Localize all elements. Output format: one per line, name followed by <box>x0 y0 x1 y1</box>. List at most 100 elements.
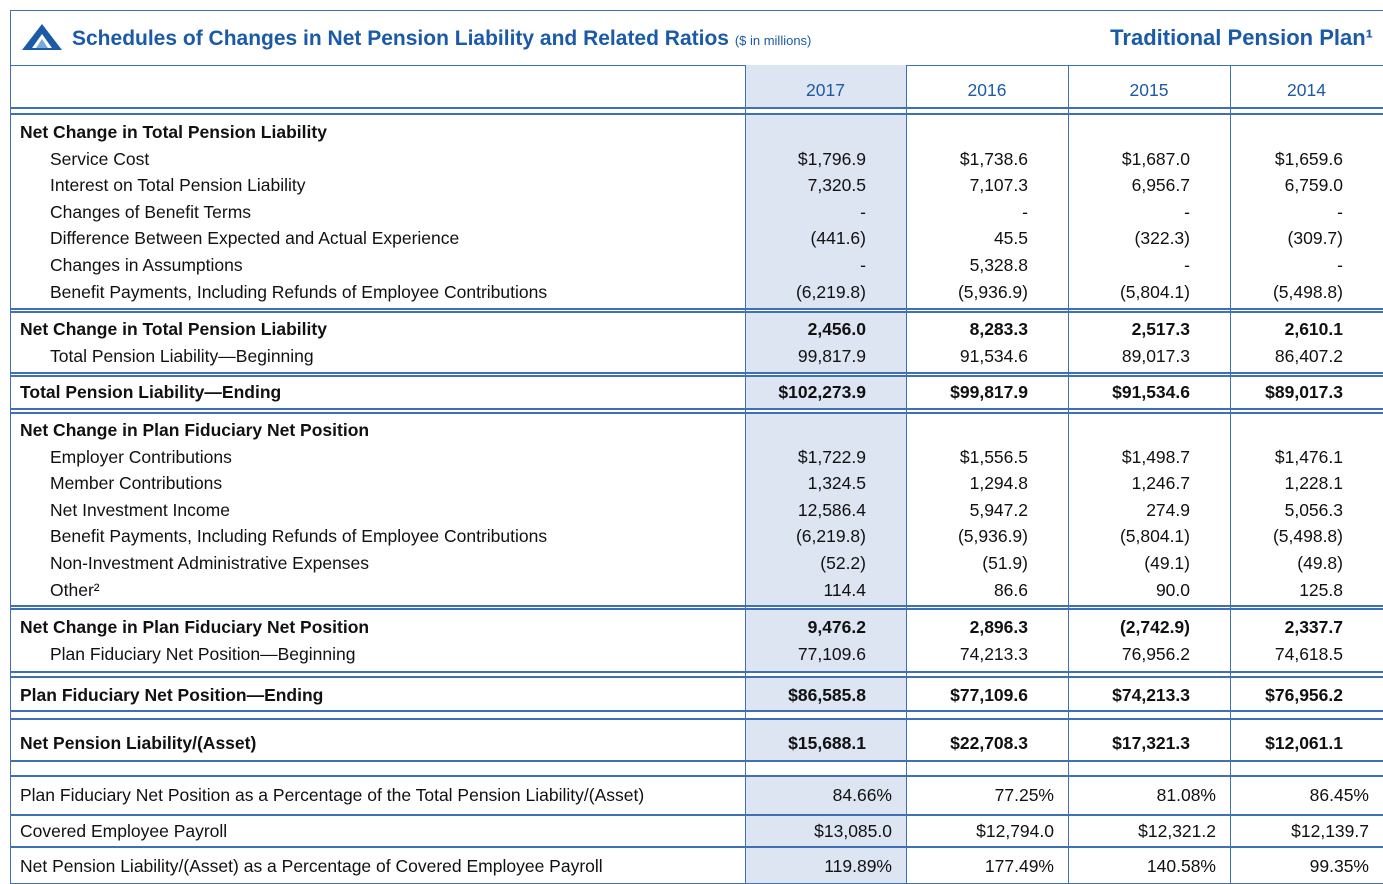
column-shade <box>745 676 906 711</box>
block-line <box>10 760 1383 762</box>
cell-value: $1,796.9 <box>797 148 866 169</box>
row-label: Net Investment Income <box>50 499 230 520</box>
cell-value: 45.5 <box>993 228 1028 249</box>
cell-value: $74,213.3 <box>1112 685 1190 705</box>
column-shade <box>745 375 906 409</box>
cell-value: 9,476.2 <box>807 617 866 637</box>
block-line <box>10 412 1383 414</box>
subtitle: ($ in millions) <box>734 33 812 48</box>
cell-value: 8,283.3 <box>969 319 1028 339</box>
cell-value: 84.66% <box>832 785 892 805</box>
cell-value: (441.6) <box>810 228 866 249</box>
row-label: Total Pension Liability—Beginning <box>50 345 314 366</box>
cell-value: 76,956.2 <box>1121 643 1190 664</box>
cell-value: 90.0 <box>1155 579 1190 600</box>
row-label: Other² <box>50 579 100 600</box>
cell-value: $1,476.1 <box>1274 446 1343 467</box>
row-label: Changes in Assumptions <box>50 255 243 275</box>
row-line <box>10 847 1383 848</box>
cell-value: (5,936.9) <box>957 526 1028 547</box>
plan-name: Traditional Pension Plan¹ <box>1110 25 1373 50</box>
column-shade <box>745 815 906 847</box>
cell-value: - <box>860 201 866 222</box>
column-line <box>1230 65 1231 884</box>
cell-value: $77,109.6 <box>950 685 1028 705</box>
cell-value: (52.2) <box>820 553 866 573</box>
block-line <box>10 375 1383 377</box>
cell-value: (2,742.9) <box>1119 617 1190 637</box>
cell-value: 140.58% <box>1146 856 1216 876</box>
cell-value: 274.9 <box>1146 499 1190 520</box>
row-label: Employer Contributions <box>50 446 232 467</box>
cell-value: (51.9) <box>982 553 1028 573</box>
logo <box>22 24 62 50</box>
cell-value: 5,056.3 <box>1284 499 1343 520</box>
cell-value: (5,936.9) <box>957 281 1028 302</box>
cell-value: 2,610.1 <box>1284 319 1343 339</box>
cell-value: 2,517.3 <box>1131 319 1190 339</box>
cell-value: 5,947.2 <box>969 499 1028 520</box>
cell-value: $1,738.6 <box>959 148 1028 169</box>
cell-value: 7,320.5 <box>807 175 866 196</box>
cell-value: 1,294.8 <box>969 473 1028 494</box>
row-label: Net Change in Plan Fiduciary Net Positio… <box>20 617 370 637</box>
cell-value: 7,107.3 <box>969 175 1028 196</box>
cell-value: (322.3) <box>1134 228 1190 249</box>
cell-value: (49.1) <box>1144 553 1190 573</box>
cell-value: 114.4 <box>823 579 867 600</box>
row-label: Plan Fiduciary Net Position—Beginning <box>50 643 356 664</box>
row-label: Changes of Benefit Terms <box>50 201 252 222</box>
row-label: Net Change in Plan Fiduciary Net Positio… <box>20 420 370 440</box>
cell-value: (5,804.1) <box>1119 526 1190 547</box>
row-label: Difference Between Expected and Actual E… <box>50 228 460 249</box>
column-shade <box>745 113 906 309</box>
cell-value: 86,407.2 <box>1274 345 1343 366</box>
row-label: Member Contributions <box>50 473 223 494</box>
column-shade <box>745 412 906 606</box>
row-label: Covered Employee Payroll <box>20 821 228 841</box>
block-line <box>10 814 1383 816</box>
cell-value: $17,321.3 <box>1112 733 1190 753</box>
cell-value: (49.8) <box>1297 553 1343 573</box>
block-line <box>10 846 1383 848</box>
cell-value: 99.35% <box>1309 856 1369 876</box>
cell-value: $86,585.8 <box>788 685 866 705</box>
cell-value: (6,219.8) <box>795 526 866 547</box>
row-label: Net Pension Liability/(Asset) as a Perce… <box>20 856 603 876</box>
row-label: Benefit Payments, Including Refunds of E… <box>50 526 548 547</box>
cell-value: 74,213.3 <box>959 643 1028 664</box>
cell-value: 12,586.4 <box>797 499 866 520</box>
row-label: Interest on Total Pension Liability <box>50 175 306 196</box>
cell-value: - <box>860 255 866 275</box>
cell-value: $89,017.3 <box>1265 382 1343 402</box>
row-label: Benefit Payments, Including Refunds of E… <box>50 281 548 302</box>
block-line <box>10 372 1383 374</box>
cell-value: $1,722.9 <box>797 446 866 467</box>
cell-value: 119.89% <box>824 856 892 876</box>
block-line <box>10 608 1383 610</box>
cell-value: $1,556.5 <box>959 446 1028 467</box>
block-line <box>10 671 1383 673</box>
year-header: 2016 <box>967 80 1007 100</box>
column-shade <box>745 718 906 761</box>
cell-value: $12,061.1 <box>1265 733 1343 753</box>
cell-value: 91,534.6 <box>959 345 1028 366</box>
cell-value: 89,017.3 <box>1121 345 1190 366</box>
row-label: Plan Fiduciary Net Position as a Percent… <box>20 785 645 805</box>
cell-value: (6,219.8) <box>795 281 866 302</box>
block-line <box>10 718 1383 720</box>
cell-value: $12,321.2 <box>1138 821 1216 841</box>
block-line <box>10 311 1383 313</box>
cell-value: $12,139.7 <box>1291 821 1369 841</box>
cell-value: $102,273.9 <box>778 382 866 402</box>
cell-value: - <box>1337 201 1343 222</box>
header-line <box>10 107 1383 109</box>
cell-value: (5,804.1) <box>1119 281 1190 302</box>
cell-value: 125.8 <box>1299 579 1343 600</box>
cell-value: 6,759.0 <box>1284 175 1343 196</box>
cell-value: $13,085.0 <box>814 821 892 841</box>
block-line <box>10 605 1383 607</box>
title-text: Schedules of Changes in Net Pension Liab… <box>72 27 729 50</box>
year-header: 2017 <box>806 80 845 100</box>
